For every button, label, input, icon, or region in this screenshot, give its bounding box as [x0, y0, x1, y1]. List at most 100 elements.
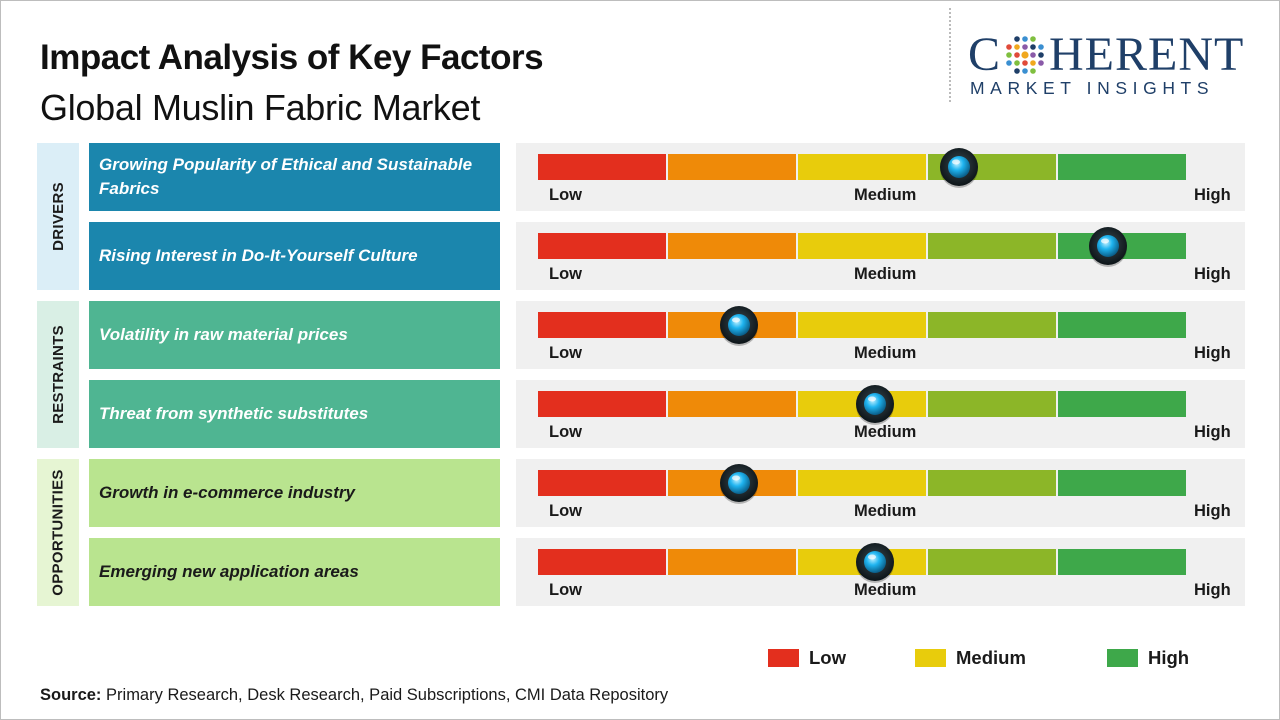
impact-gauge-row: Low Medium High [516, 538, 1245, 606]
legend-label: Low [809, 647, 846, 668]
logo-dot [1014, 68, 1020, 74]
tick-high: High [1194, 581, 1231, 599]
scale-segment [928, 312, 1058, 338]
scale-segment [1058, 549, 1186, 575]
tick-low: Low [549, 344, 582, 362]
legend-item: High [1107, 647, 1189, 669]
scale-segment [668, 391, 798, 417]
logo-wordmark: C HERENT [968, 28, 1244, 82]
scale-segment [538, 312, 668, 338]
tick-low: Low [549, 423, 582, 441]
logo-dot [1030, 52, 1036, 58]
logo-dot [1038, 60, 1044, 66]
scale-segment [538, 470, 668, 496]
scale-segment [1058, 470, 1186, 496]
scale-segment [668, 549, 798, 575]
page-subtitle: Global Muslin Fabric Market [40, 87, 481, 128]
scale-segment [928, 470, 1058, 496]
impact-gauge-row: Low Medium High [516, 459, 1245, 527]
scale-segment [668, 154, 798, 180]
logo-dot [1014, 60, 1020, 66]
logo-dot [1006, 60, 1012, 66]
factor-label: Emerging new application areas [89, 538, 500, 606]
tick-medium: Medium [854, 344, 917, 362]
tick-high: High [1194, 423, 1231, 441]
tick-low: Low [549, 581, 582, 599]
group-label-text: OPPORTUNITIES [49, 469, 67, 596]
logo-dot [1022, 36, 1028, 42]
group-label-restraints: RESTRAINTS [37, 301, 79, 448]
scale-segment [798, 312, 928, 338]
source-note: Source: Primary Research, Desk Research,… [40, 686, 668, 705]
factor-label: Growing Popularity of Ethical and Sustai… [89, 143, 500, 211]
logo-word-left: C [968, 28, 1002, 81]
factor-label: Threat from synthetic substitutes [89, 380, 500, 448]
tick-medium: Medium [854, 502, 917, 520]
factor-label: Volatility in raw material prices [89, 301, 500, 369]
logo-dot [1014, 36, 1020, 42]
source-label: Source: [40, 686, 102, 704]
group-label-text: DRIVERS [49, 182, 67, 251]
scale-segment [928, 549, 1058, 575]
impact-scale-bar [538, 312, 1186, 338]
logo-dot [1030, 44, 1036, 50]
source-text: Primary Research, Desk Research, Paid Su… [101, 686, 669, 704]
logo-dot [1030, 36, 1036, 42]
tick-medium: Medium [854, 265, 917, 283]
tick-low: Low [549, 186, 582, 204]
impact-gauge-row: Low Medium High [516, 301, 1245, 369]
tick-medium: Medium [854, 186, 917, 204]
scale-segment [928, 233, 1058, 259]
legend-swatch [1107, 649, 1138, 667]
tick-medium: Medium [854, 581, 917, 599]
logo-dot [1006, 44, 1012, 50]
impact-marker [855, 385, 894, 425]
impact-marker [719, 306, 758, 346]
impact-gauge-row: Low Medium High [516, 222, 1245, 290]
logo-dot [1030, 60, 1036, 66]
scale-segment [1058, 391, 1186, 417]
impact-gauge-row: Low Medium High [516, 380, 1245, 448]
impact-scale-bar [538, 470, 1186, 496]
page-title: Impact Analysis of Key Factors [40, 38, 544, 77]
logo-dots-icon [1006, 36, 1044, 74]
logo-tagline: MARKET INSIGHTS [970, 78, 1215, 98]
impact-marker [855, 543, 894, 583]
scale-segment [798, 233, 928, 259]
scale-segment [798, 154, 928, 180]
impact-marker [940, 148, 979, 188]
legend-label: High [1148, 647, 1190, 668]
logo-dot [1021, 51, 1029, 59]
tick-low: Low [549, 265, 582, 283]
legend-item: Medium [915, 647, 1026, 669]
tick-high: High [1194, 502, 1231, 520]
legend-item: Low [768, 647, 846, 669]
logo-word-right: HERENT [1049, 28, 1245, 81]
company-logo: C HERENT MARKET INSIGHTS [968, 28, 1263, 103]
logo-dot [1022, 68, 1028, 74]
group-label-text: RESTRAINTS [49, 325, 67, 424]
impact-marker [1089, 227, 1128, 267]
scale-segment [1058, 312, 1186, 338]
group-label-drivers: DRIVERS [37, 143, 79, 290]
tick-high: High [1194, 186, 1231, 204]
scale-segment [538, 549, 668, 575]
logo-dot [1038, 52, 1044, 58]
tick-low: Low [549, 502, 582, 520]
scale-segment [1058, 154, 1186, 180]
factor-label: Rising Interest in Do-It-Yourself Cultur… [89, 222, 500, 290]
scale-segment [928, 391, 1058, 417]
impact-marker [719, 464, 758, 504]
impact-gauge-row: Low Medium High [516, 143, 1245, 211]
group-label-opportunities: OPPORTUNITIES [37, 459, 79, 606]
impact-scale-bar [538, 549, 1186, 575]
scale-segment [668, 233, 798, 259]
tick-medium: Medium [854, 423, 917, 441]
scale-segment [538, 154, 668, 180]
legend-swatch [915, 649, 946, 667]
impact-scale-bar [538, 154, 1186, 180]
scale-segment [538, 391, 668, 417]
logo-dot [1014, 44, 1020, 50]
scale-segment [798, 470, 928, 496]
legend-swatch [768, 649, 799, 667]
